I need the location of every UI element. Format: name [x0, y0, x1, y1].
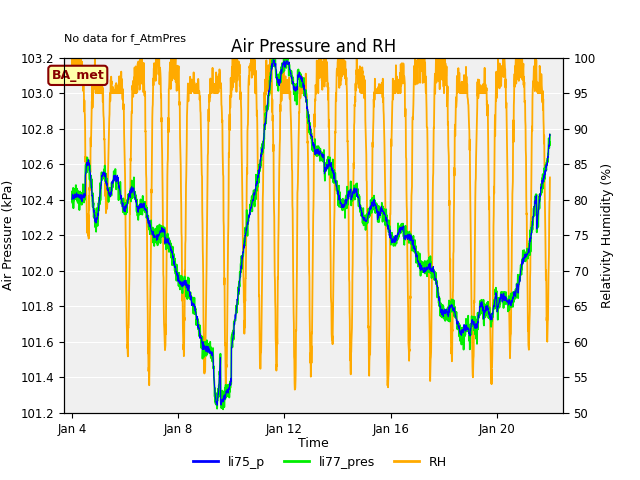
Title: Air Pressure and RH: Air Pressure and RH	[231, 38, 396, 56]
Text: BA_met: BA_met	[51, 69, 104, 82]
Legend: li75_p, li77_pres, RH: li75_p, li77_pres, RH	[188, 451, 452, 474]
Y-axis label: Relativity Humidity (%): Relativity Humidity (%)	[602, 163, 614, 308]
Text: No data for f_AtmPres: No data for f_AtmPres	[64, 33, 186, 44]
Y-axis label: Air Pressure (kPa): Air Pressure (kPa)	[2, 180, 15, 290]
X-axis label: Time: Time	[298, 437, 329, 450]
